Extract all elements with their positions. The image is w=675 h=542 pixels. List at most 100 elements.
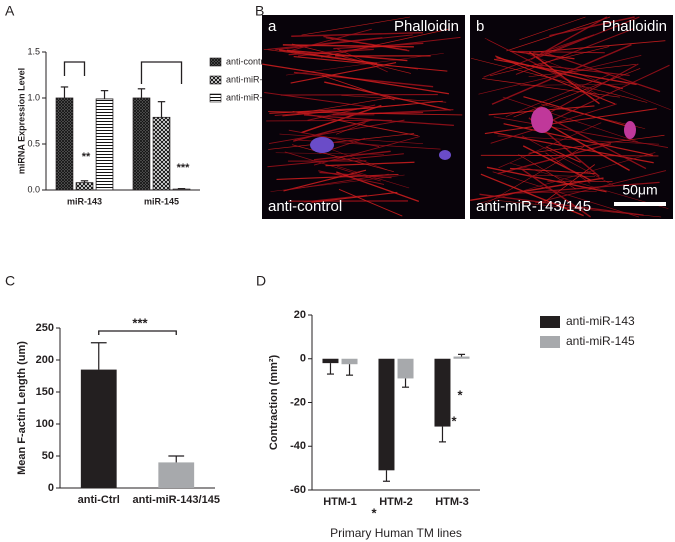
- annotation: **: [82, 151, 91, 163]
- error-bar: [157, 101, 166, 118]
- x-tick-label: anti-Ctrl: [78, 494, 120, 506]
- fiber: [484, 108, 657, 135]
- fiber: [490, 103, 617, 144]
- y-tick-label: -60: [290, 484, 306, 496]
- legend-swatch: [540, 336, 560, 348]
- fiber: [519, 16, 586, 41]
- scale-bar-label: 50μm: [622, 182, 657, 198]
- y-tick-label: 250: [36, 322, 54, 334]
- fiber: [337, 48, 388, 73]
- error-bar: [80, 180, 89, 183]
- annotation: *: [371, 505, 377, 520]
- fiber: [289, 173, 389, 190]
- fiber: [528, 134, 665, 154]
- bar: [75, 182, 94, 191]
- bar: [158, 462, 195, 488]
- fiber: [532, 175, 595, 177]
- panel-label: B: [255, 3, 264, 19]
- y-tick-label: 0.0: [27, 184, 40, 194]
- fiber: [545, 152, 591, 184]
- fiber: [283, 169, 367, 192]
- fiber: [533, 40, 666, 53]
- fiber: [297, 97, 391, 114]
- bar: [434, 358, 451, 427]
- fiber: [301, 104, 382, 134]
- fiber: [497, 135, 660, 145]
- fiber: [275, 34, 413, 51]
- y-tick-label: 0.5: [27, 138, 40, 148]
- fiber: [290, 62, 397, 84]
- y-tick-label: 150: [36, 386, 54, 398]
- fiber: [324, 81, 451, 111]
- fiber: [321, 75, 395, 101]
- y-axis-label: Mean F-actin Length (um): [16, 341, 28, 475]
- bar: [378, 358, 395, 471]
- legend-label: anti-miR-145: [226, 92, 278, 102]
- legend-label: anti-miR-143: [566, 314, 635, 328]
- fiber: [482, 78, 620, 98]
- image-caption: anti-miR-143/145: [476, 198, 591, 215]
- x-tick-label: miR-145: [144, 196, 179, 206]
- fiber: [520, 83, 627, 86]
- y-tick-label: 200: [36, 354, 54, 366]
- fiber: [480, 173, 584, 217]
- fiber: [544, 52, 661, 93]
- fiber: [293, 118, 373, 142]
- fiber: [276, 173, 399, 180]
- fiber: [332, 149, 387, 170]
- scale-bar: [614, 202, 666, 206]
- y-tick-label: -40: [290, 440, 306, 452]
- legend-swatch: [209, 57, 222, 67]
- fiber: [521, 135, 616, 187]
- legend-label: anti-control: [226, 56, 271, 66]
- fiber: [495, 55, 616, 105]
- fiber: [549, 16, 635, 37]
- fiber: [291, 31, 423, 37]
- fiber: [489, 46, 610, 77]
- fiber: [288, 48, 374, 56]
- significance-bracket: [63, 61, 86, 76]
- nucleus: [531, 107, 553, 133]
- bar: [397, 358, 414, 379]
- image-letter: b: [476, 18, 484, 35]
- bar: [132, 97, 151, 191]
- fiber: [494, 58, 637, 86]
- y-tick-label: 100: [36, 418, 54, 430]
- x-tick-label: HTM-2: [379, 496, 413, 508]
- fiber: [292, 144, 394, 172]
- fiber: [476, 152, 656, 205]
- significance-bracket: [98, 330, 177, 335]
- error-bar: [90, 342, 107, 370]
- fiber: [340, 109, 454, 116]
- legend-label: anti-miR-145: [566, 334, 635, 348]
- error-bar: [100, 90, 109, 99]
- fiber: [278, 49, 378, 65]
- fiber: [286, 49, 408, 62]
- fiber: [321, 28, 450, 58]
- fiber: [545, 63, 639, 116]
- fiber: [493, 132, 654, 164]
- fiber: [268, 133, 415, 150]
- bar: [55, 97, 74, 191]
- fiber: [479, 193, 644, 216]
- fiber: [498, 122, 602, 169]
- fiber: [341, 95, 447, 103]
- annotation: *: [457, 387, 463, 402]
- fiber: [336, 122, 366, 135]
- fiber: [546, 116, 647, 170]
- fiber: [505, 74, 611, 117]
- y-tick-label: 50: [42, 450, 54, 462]
- y-tick-label: -20: [290, 396, 306, 408]
- error-bar: [60, 86, 69, 98]
- fiber: [510, 167, 596, 175]
- fiber: [262, 63, 450, 95]
- x-tick-label: miR-143: [67, 196, 102, 206]
- error-bar: [137, 88, 146, 98]
- fiber: [536, 117, 630, 171]
- fiber: [486, 166, 607, 193]
- error-bar: [438, 426, 446, 443]
- fiber: [318, 170, 385, 185]
- fiber: [470, 58, 648, 103]
- legend-swatch: [540, 316, 560, 328]
